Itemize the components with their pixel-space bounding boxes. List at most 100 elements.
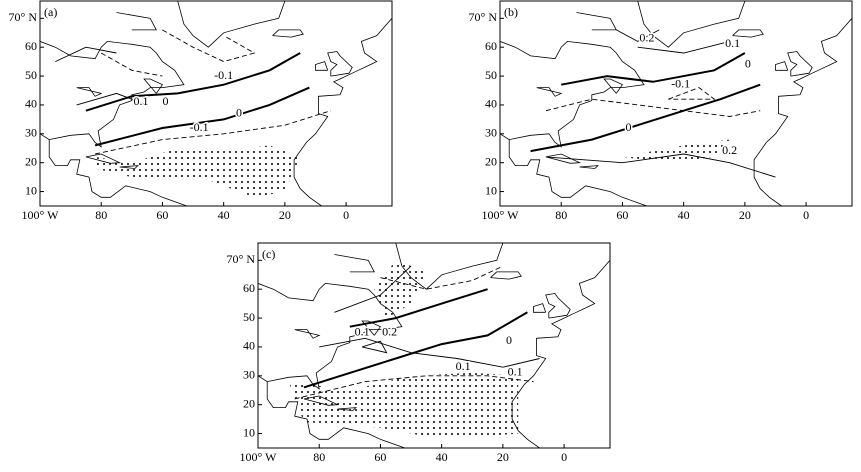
coastline	[637, 1, 746, 48]
contour	[85, 52, 301, 112]
contour-label: 0	[506, 333, 512, 347]
x-tick-label: 60	[616, 208, 628, 222]
contour	[545, 153, 776, 178]
y-tick-label: 40	[485, 97, 497, 111]
contour	[76, 92, 148, 106]
y-tick-label: 20	[485, 154, 497, 168]
x-tick-label: 20	[739, 208, 751, 222]
x-tick-label: 100° W	[240, 450, 278, 464]
contour	[334, 265, 412, 313]
contour-label: 0.1	[134, 94, 149, 108]
x-tick-label: 80	[555, 208, 567, 222]
contour	[668, 87, 716, 100]
contour	[94, 86, 310, 147]
y-tick-label: 50	[25, 68, 37, 82]
contour	[55, 46, 117, 63]
coastline	[85, 153, 122, 164]
y-tick-label: 30	[243, 368, 255, 382]
x-tick-label: 0	[343, 208, 349, 222]
coastline	[334, 254, 375, 273]
contour	[361, 340, 388, 354]
coastline	[361, 320, 382, 336]
coastline	[303, 395, 340, 406]
contour-label: 0.1	[456, 359, 471, 373]
coastline	[76, 87, 103, 97]
y-tick-label: 60	[25, 39, 37, 53]
contour-label: 0	[626, 120, 632, 134]
panel-label: (a)	[44, 5, 57, 19]
y-tick-label: 20	[243, 396, 255, 410]
stipple	[95, 145, 301, 198]
map-area: 0.1 0.2 0 0.1 0.1	[258, 243, 610, 448]
contour-label: 0.1	[508, 365, 523, 379]
contour-label: 0.2	[639, 30, 654, 44]
stipple	[374, 260, 427, 319]
contour	[561, 52, 746, 86]
contour	[162, 29, 256, 63]
y-tick-label: 60	[243, 281, 255, 295]
contour	[530, 83, 761, 153]
coastline	[119, 165, 139, 169]
stipple	[622, 139, 730, 163]
y-tick-label: 40	[25, 97, 37, 111]
y-tick-label: 70° N	[9, 10, 38, 24]
coastline	[258, 282, 403, 390]
coastline	[787, 51, 813, 77]
map-panel: 0.1 0 -0.1 -0.1 0 (a) 100° W 80 60 40 20 0 10 20 30 40 5…	[9, 0, 393, 222]
y-tick-label: 10	[485, 183, 497, 197]
frame	[257, 242, 611, 449]
contour	[100, 52, 163, 77]
contour	[303, 311, 528, 389]
coastline	[315, 61, 329, 71]
coastline	[511, 260, 610, 448]
coastline	[293, 18, 392, 206]
x-tick-label: 40	[678, 208, 690, 222]
map-area: 0.1 0 -0.1 -0.1 0	[40, 1, 392, 206]
stipple	[288, 372, 519, 440]
y-tick-label: 60	[485, 39, 497, 53]
coastline	[490, 271, 522, 280]
contour-label: -0.1	[190, 120, 209, 134]
coastline	[579, 165, 599, 169]
contour	[294, 375, 534, 400]
coastline	[143, 78, 164, 94]
map-panel: 0.2 0.1 0 -0.1 0 0.2 (b) 100° W 80 60 40 20 0 10 20 30 4…	[469, 0, 853, 222]
contour-label: -0.1	[671, 76, 690, 90]
contour-label: 0	[745, 56, 751, 70]
contour-label: 0.1	[725, 36, 740, 50]
x-tick-label: 80	[313, 450, 325, 464]
contour-label: 0	[162, 94, 168, 108]
y-tick-label: 40	[243, 339, 255, 353]
coastline	[732, 29, 764, 38]
coastline	[327, 51, 353, 77]
coastline	[603, 78, 624, 94]
coastline	[395, 243, 504, 290]
contour-label: -0.1	[214, 68, 233, 82]
coastline	[508, 139, 648, 206]
coastline	[500, 40, 645, 148]
frame	[499, 0, 853, 207]
y-tick-label: 10	[25, 183, 37, 197]
coastline	[775, 61, 789, 71]
coastline	[536, 87, 563, 97]
coastline	[337, 407, 357, 411]
x-tick-label: 20	[279, 208, 291, 222]
frame	[39, 0, 393, 207]
y-tick-label: 70° N	[469, 10, 498, 24]
y-tick-label: 20	[25, 154, 37, 168]
map-panel: 0.1 0.2 0 0.1 0.1 (c) 100° W 80 60 40 20 0 10 20 30 40 5…	[227, 242, 611, 464]
x-tick-label: 100° W	[22, 208, 60, 222]
y-tick-label: 30	[25, 126, 37, 140]
coastline	[753, 18, 852, 206]
panel-label: (c)	[262, 247, 275, 261]
x-tick-label: 40	[436, 450, 448, 464]
coastline	[177, 1, 286, 48]
contour	[319, 337, 540, 368]
x-tick-label: 0	[561, 450, 567, 464]
panel-label: (b)	[504, 5, 518, 19]
contour-label: 0	[236, 105, 242, 119]
x-tick-label: 20	[497, 450, 509, 464]
contour-label: 0.2	[722, 143, 737, 157]
contour	[616, 29, 660, 42]
